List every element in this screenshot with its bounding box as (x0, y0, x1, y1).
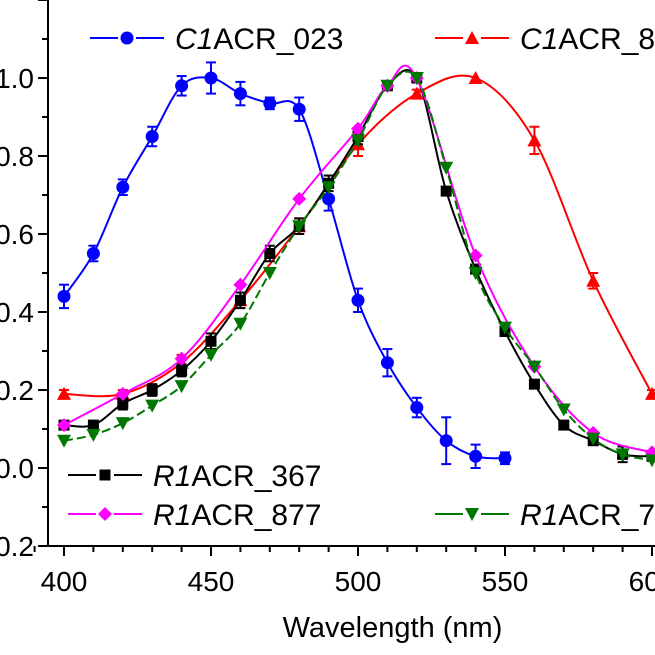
x-tick-label: 550 (482, 566, 529, 597)
data-point (409, 86, 424, 100)
legend-label: R1ACR_367 (153, 460, 321, 493)
legend-entry: C1ACR_8 (435, 23, 655, 56)
data-point (57, 434, 71, 448)
data-point (233, 277, 248, 292)
legend-entry: R1ACR_7 (435, 499, 655, 532)
data-point (468, 71, 483, 84)
data-point (527, 360, 542, 374)
data-point (409, 72, 424, 85)
data-point (57, 418, 71, 433)
data-point (645, 386, 655, 400)
legend-label: C1ACR_8 (520, 23, 655, 56)
data-point (498, 451, 512, 465)
data-point (175, 79, 189, 93)
legend-marker (465, 508, 479, 521)
legend-label: C1ACR_023 (175, 23, 343, 56)
data-point (322, 192, 336, 206)
legend-label: R1ACR_877 (153, 499, 321, 532)
data-point (116, 180, 130, 194)
legend-marker (120, 31, 134, 45)
data-point (321, 181, 336, 195)
data-point (556, 403, 571, 417)
data-point (145, 130, 159, 143)
data-point (86, 428, 101, 442)
data-point (57, 386, 71, 400)
data-point (115, 386, 130, 401)
data-point (558, 419, 570, 431)
legend-entry: R1ACR_877 (68, 499, 321, 532)
y-tick-label: 0.6 (0, 219, 34, 250)
legend-entry: R1ACR_367 (68, 460, 321, 493)
series-c1acr_8 (57, 71, 655, 400)
series-r1acr_7 (57, 70, 655, 468)
data-point (380, 356, 394, 370)
series-line (63, 70, 653, 462)
data-point (262, 267, 277, 280)
data-point (439, 434, 453, 448)
data-point (115, 417, 130, 431)
data-point (380, 79, 395, 93)
x-tick-label: 500 (335, 566, 382, 597)
y-tick-label: 0.2 (0, 375, 34, 406)
data-point (292, 102, 306, 116)
x-tick-label: 400 (41, 566, 88, 597)
data-point (527, 133, 542, 147)
data-point (586, 432, 601, 446)
y-tick-label: 0.8 (0, 141, 34, 172)
data-point (351, 134, 365, 148)
data-point (292, 220, 307, 234)
data-point (204, 348, 218, 362)
data-point (469, 449, 483, 463)
y-tick-label: 1.0 (0, 63, 34, 94)
data-point (439, 161, 454, 175)
data-point (174, 380, 189, 394)
data-point (204, 71, 218, 85)
legend-marker (99, 469, 111, 481)
data-point (234, 294, 246, 306)
data-point (233, 317, 248, 331)
data-point (233, 87, 247, 101)
legend-label: R1ACR_7 (520, 499, 655, 532)
data-point (468, 248, 483, 263)
data-point (586, 273, 601, 287)
data-point (146, 384, 158, 396)
data-point (528, 378, 540, 390)
data-point (645, 454, 655, 468)
x-tick-label: 450 (188, 566, 235, 597)
data-point (498, 321, 512, 335)
data-point (86, 247, 100, 260)
data-point (410, 401, 424, 415)
data-point (615, 448, 630, 462)
data-point (57, 289, 71, 303)
y-tick-label: 0.4 (0, 297, 34, 328)
y-tick-label: 0.0 (0, 453, 34, 484)
series-line (63, 69, 653, 458)
data-point (468, 267, 483, 280)
x-axis-label: Wavelength (nm) (282, 612, 503, 644)
legend-marker (465, 31, 479, 44)
legend-marker (98, 507, 112, 521)
y-tick-label: -0.2 (0, 531, 34, 562)
series-line (63, 76, 506, 460)
x-tick-label: 600 (629, 566, 655, 597)
data-point (87, 419, 99, 431)
data-point (117, 398, 129, 410)
data-point (292, 191, 307, 206)
data-point (174, 351, 189, 366)
data-point (205, 335, 217, 347)
data-point (263, 96, 277, 110)
series-c1acr_023 (57, 61, 512, 469)
data-point (440, 185, 452, 197)
data-point (176, 365, 188, 376)
data-point (351, 293, 365, 307)
data-point (145, 399, 160, 413)
data-point (264, 248, 276, 259)
legend-entry: C1ACR_023 (90, 23, 343, 56)
